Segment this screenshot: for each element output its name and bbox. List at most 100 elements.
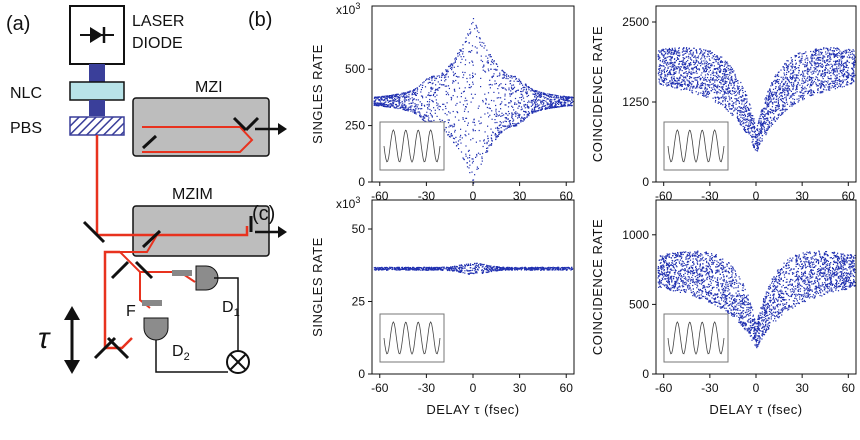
data-point (382, 99, 384, 101)
data-point (753, 119, 755, 121)
data-point (399, 269, 401, 271)
data-point (455, 75, 457, 77)
data-point (688, 57, 690, 59)
data-point (827, 69, 829, 71)
data-point (737, 119, 740, 121)
data-point (400, 106, 402, 108)
data-point (806, 70, 808, 72)
data-point (454, 58, 456, 60)
data-point (462, 51, 464, 53)
data-point (499, 72, 501, 74)
data-point (551, 107, 553, 109)
data-point (419, 114, 421, 116)
data-point (494, 119, 496, 121)
data-point (790, 96, 792, 98)
data-point (505, 112, 507, 114)
data-point (427, 94, 430, 96)
data-point (510, 267, 512, 269)
data-point (458, 119, 460, 121)
data-point (467, 34, 469, 36)
data-point (524, 107, 526, 109)
data-point (709, 69, 711, 71)
data-point (819, 91, 821, 93)
data-point (827, 50, 829, 52)
data-point (679, 52, 681, 54)
data-point (487, 140, 490, 142)
data-point (684, 57, 686, 59)
data-point (821, 63, 823, 65)
data-point (509, 76, 511, 79)
data-point (528, 106, 530, 108)
data-point (522, 95, 524, 97)
data-point (520, 120, 522, 122)
data-point (760, 128, 762, 130)
data-point (483, 47, 485, 49)
filter-d1 (172, 270, 192, 276)
data-point (562, 105, 564, 107)
data-point (535, 106, 537, 108)
data-point (433, 92, 435, 94)
data-point (747, 131, 749, 133)
data-point (487, 270, 489, 272)
data-point (468, 62, 471, 64)
data-point (493, 91, 495, 93)
data-point (554, 99, 556, 101)
data-point (791, 84, 793, 86)
data-point (509, 83, 511, 85)
data-point (698, 69, 701, 71)
data-point (408, 94, 410, 96)
data-point (698, 87, 700, 89)
data-point (835, 48, 837, 50)
data-point (473, 182, 475, 184)
data-point (707, 63, 709, 65)
data-point (441, 73, 443, 75)
data-point (388, 266, 391, 268)
data-point (701, 57, 703, 59)
data-point (687, 67, 689, 69)
data-point (419, 267, 421, 269)
data-point (485, 271, 487, 273)
data-point (486, 267, 488, 270)
data-point (791, 78, 793, 81)
data-point (691, 49, 693, 51)
data-point (505, 125, 507, 127)
data-point (669, 73, 671, 76)
data-point (466, 77, 468, 80)
data-point (373, 100, 375, 102)
data-point (381, 102, 383, 104)
data-point (777, 104, 779, 106)
data-point (677, 54, 679, 56)
data-point (771, 106, 773, 108)
data-point (839, 50, 841, 52)
data-point (834, 88, 836, 90)
data-point (667, 84, 669, 87)
data-point (723, 97, 725, 99)
data-point (571, 98, 573, 100)
data-point (472, 160, 474, 162)
data-point (836, 47, 838, 49)
data-point (813, 57, 816, 59)
data-point (753, 121, 755, 123)
data-point (783, 108, 785, 111)
data-point (710, 53, 712, 55)
data-point (697, 83, 699, 86)
data-point (571, 268, 573, 270)
data-point (463, 110, 466, 112)
data-point (797, 101, 799, 103)
data-point (792, 74, 794, 76)
data-point (387, 95, 389, 97)
data-point (779, 98, 781, 100)
data-point (476, 47, 478, 49)
data-point (774, 91, 776, 93)
data-point (745, 124, 747, 126)
data-point (562, 267, 564, 269)
data-point (697, 81, 699, 84)
data-point (690, 68, 693, 70)
data-point (806, 72, 808, 74)
data-point (787, 92, 789, 94)
data-point (517, 122, 519, 124)
x-tick-label: -30 (701, 189, 719, 203)
data-point (678, 47, 680, 49)
data-point (729, 99, 731, 101)
data-point (486, 49, 488, 51)
